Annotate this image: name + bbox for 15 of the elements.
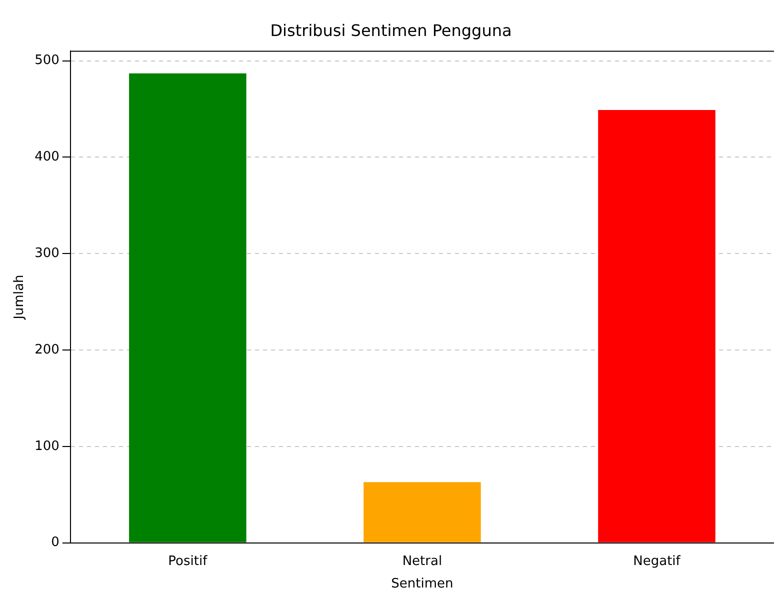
bar: [364, 482, 481, 542]
x-axis-title: Sentimen: [391, 576, 454, 592]
x-tick-label: Netral: [402, 554, 442, 569]
y-tick-label: 100: [34, 438, 60, 454]
y-tick-label: 500: [34, 53, 60, 68]
chart-title: Distribusi Sentimen Pengguna: [270, 20, 512, 40]
y-tick-label: 0: [51, 535, 60, 550]
y-tick-label: 300: [34, 246, 60, 261]
y-tick-label: 200: [34, 342, 60, 358]
y-tick-label: 400: [34, 150, 60, 165]
bar: [598, 110, 716, 542]
x-tick-label: Negatif: [633, 554, 681, 569]
y-axis-title: Jumlah: [12, 274, 28, 320]
x-tick-label: Positif: [168, 554, 208, 569]
bar: [129, 73, 246, 542]
